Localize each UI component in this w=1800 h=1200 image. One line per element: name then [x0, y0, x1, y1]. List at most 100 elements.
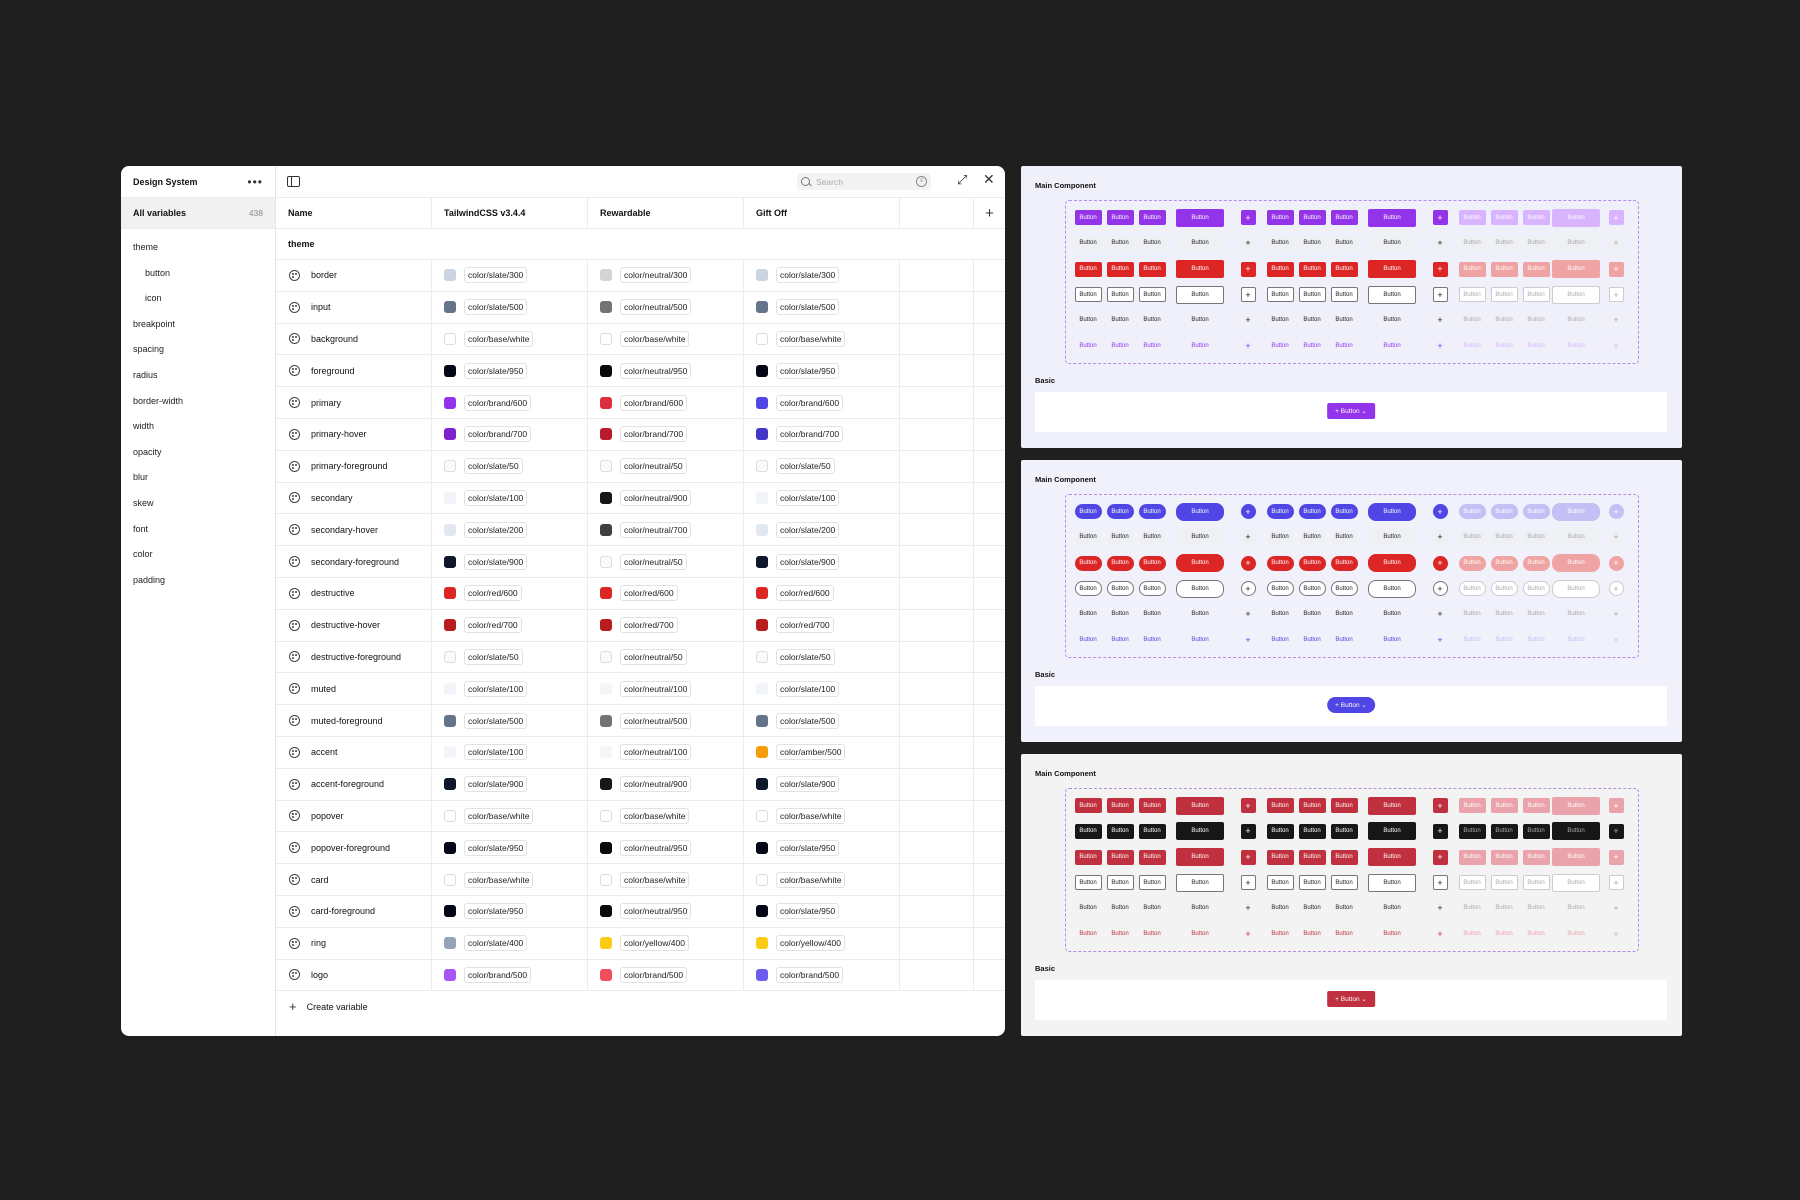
- sidebar-item-theme[interactable]: theme: [133, 242, 159, 252]
- variable-name-cell[interactable]: primary: [276, 387, 432, 418]
- variant-button[interactable]: Button: [1458, 261, 1486, 277]
- create-variable-button[interactable]: + Create variable: [276, 991, 1005, 1022]
- variant-button[interactable]: Button: [1079, 905, 1097, 912]
- variable-value-cell[interactable]: color/amber/500: [744, 736, 900, 768]
- variant-button[interactable]: Button: [1522, 581, 1550, 597]
- variant-button[interactable]: Button: [1490, 210, 1518, 226]
- sidebar-item-font[interactable]: font: [133, 523, 149, 534]
- variable-value-cell[interactable]: color/slate/900: [432, 546, 588, 577]
- table-row[interactable]: ring color/slate/400 color/yellow/400 color…: [276, 927, 1005, 960]
- variable-value-cell[interactable]: color/neutral/900: [588, 482, 744, 514]
- sidebar-item-width[interactable]: width: [133, 421, 155, 432]
- plus-icon-button[interactable]: +: [1608, 798, 1624, 814]
- variable-value-cell[interactable]: color/slate/300: [744, 260, 900, 291]
- variable-name-cell[interactable]: logo: [276, 959, 432, 991]
- variant-button[interactable]: Button: [1458, 235, 1486, 251]
- variant-button[interactable]: Button: [1522, 261, 1550, 277]
- column-header-mode-2[interactable]: Rewardable: [588, 198, 744, 228]
- variable-value-cell[interactable]: color/red/700: [744, 609, 900, 641]
- variant-button[interactable]: Button: [1552, 528, 1600, 547]
- variant-button[interactable]: Button: [1495, 637, 1513, 644]
- variable-name-cell[interactable]: border: [276, 260, 432, 291]
- variable-value-cell[interactable]: color/neutral/100: [588, 673, 744, 705]
- variant-button[interactable]: Button: [1266, 529, 1294, 545]
- table-row[interactable]: secondary-hover color/slate/200 color/neut…: [276, 514, 1005, 547]
- plus-icon-button[interactable]: +: [1608, 287, 1624, 303]
- variant-button[interactable]: Button: [1552, 502, 1600, 521]
- sidebar-item-color[interactable]: color: [133, 549, 153, 560]
- variable-value-cell[interactable]: color/slate/950: [432, 895, 588, 927]
- variant-button[interactable]: Button: [1266, 287, 1294, 303]
- variant-button[interactable]: Button: [1106, 849, 1134, 865]
- close-icon[interactable]: ✕: [983, 171, 995, 187]
- variable-value-cell[interactable]: color/brand/600: [432, 387, 588, 418]
- table-row[interactable]: primary color/brand/600 color/brand/600 col…: [276, 387, 1005, 419]
- plus-icon-button[interactable]: +: [1240, 504, 1256, 520]
- variable-name-cell[interactable]: primary-hover: [276, 418, 432, 450]
- variable-value-cell[interactable]: color/neutral/300: [588, 260, 744, 291]
- variable-value-cell[interactable]: color/slate/900: [744, 768, 900, 800]
- variant-button[interactable]: Button: [1490, 823, 1518, 839]
- variant-button[interactable]: Button: [1191, 343, 1209, 350]
- plus-icon-button[interactable]: +: [1245, 635, 1251, 646]
- variant-button[interactable]: Button: [1303, 343, 1321, 350]
- variable-value-cell[interactable]: color/brand/700: [432, 418, 588, 450]
- variable-value-cell[interactable]: color/base/white: [432, 800, 588, 832]
- variant-button[interactable]: Button: [1271, 343, 1289, 350]
- variable-name-cell[interactable]: foreground: [276, 355, 432, 387]
- variant-button[interactable]: Button: [1522, 504, 1550, 520]
- variable-value-cell[interactable]: color/slate/50: [744, 450, 900, 482]
- variable-value-cell[interactable]: color/slate/950: [744, 895, 900, 927]
- plus-icon-button[interactable]: +: [1240, 235, 1256, 251]
- table-row[interactable]: logo color/brand/500 color/brand/500 color/…: [276, 959, 1005, 992]
- variant-button[interactable]: Button: [1271, 611, 1289, 618]
- variable-value-cell[interactable]: color/brand/500: [588, 959, 744, 991]
- table-row[interactable]: accent-foreground color/slate/900 color/ne…: [276, 768, 1005, 801]
- variant-button[interactable]: Button: [1552, 208, 1600, 227]
- variant-button[interactable]: Button: [1458, 823, 1486, 839]
- plus-icon-button[interactable]: +: [1608, 504, 1624, 520]
- variant-button[interactable]: Button: [1330, 210, 1358, 226]
- variant-button[interactable]: Button: [1567, 637, 1585, 644]
- table-row[interactable]: input color/slate/500 color/neutral/500 col…: [276, 291, 1005, 324]
- variable-value-cell[interactable]: color/slate/100: [432, 736, 588, 768]
- plus-icon-button[interactable]: +: [1437, 341, 1443, 352]
- table-row[interactable]: accent color/slate/100 color/neutral/100 co…: [276, 736, 1005, 769]
- variable-value-cell[interactable]: color/brand/500: [432, 959, 588, 991]
- variant-button[interactable]: Button: [1303, 905, 1321, 912]
- variable-value-cell[interactable]: color/base/white: [432, 323, 588, 355]
- variant-button[interactable]: Button: [1143, 611, 1161, 618]
- variant-button[interactable]: Button: [1074, 581, 1102, 597]
- variant-button[interactable]: Button: [1074, 823, 1102, 839]
- variant-button[interactable]: Button: [1298, 210, 1326, 226]
- variant-button[interactable]: Button: [1143, 317, 1161, 324]
- variable-value-cell[interactable]: color/neutral/50: [588, 641, 744, 673]
- plus-icon-button[interactable]: +: [1608, 261, 1624, 277]
- variant-button[interactable]: Button: [1490, 529, 1518, 545]
- variable-value-cell[interactable]: color/neutral/950: [588, 355, 744, 387]
- variant-button[interactable]: Button: [1330, 555, 1358, 571]
- variant-button[interactable]: Button: [1335, 931, 1353, 938]
- variant-button[interactable]: Button: [1298, 581, 1326, 597]
- plus-icon-button[interactable]: +: [1613, 315, 1619, 326]
- variant-button[interactable]: Button: [1368, 502, 1416, 521]
- variant-button[interactable]: Button: [1266, 849, 1294, 865]
- filter-icon[interactable]: ≡: [916, 176, 927, 187]
- variant-button[interactable]: Button: [1552, 579, 1600, 598]
- variant-button[interactable]: Button: [1138, 235, 1166, 251]
- variant-button[interactable]: Button: [1106, 287, 1134, 303]
- plus-icon-button[interactable]: +: [1613, 609, 1619, 620]
- plus-icon-button[interactable]: +: [1245, 929, 1251, 940]
- search-box[interactable]: [797, 173, 931, 190]
- column-header-mode-3[interactable]: Gift Off: [744, 198, 900, 228]
- variable-value-cell[interactable]: color/red/600: [588, 577, 744, 609]
- variant-button[interactable]: Button: [1567, 317, 1585, 324]
- variant-button[interactable]: Button: [1298, 823, 1326, 839]
- variable-value-cell[interactable]: color/red/600: [432, 577, 588, 609]
- variant-button[interactable]: Button: [1567, 343, 1585, 350]
- variant-button[interactable]: Button: [1266, 210, 1294, 226]
- table-row[interactable]: destructive color/red/600 color/red/600 col…: [276, 577, 1005, 610]
- variable-value-cell[interactable]: color/brand/700: [588, 418, 744, 450]
- table-row[interactable]: border color/slate/300 color/neutral/300 co…: [276, 260, 1005, 292]
- variable-name-cell[interactable]: popover: [276, 800, 432, 832]
